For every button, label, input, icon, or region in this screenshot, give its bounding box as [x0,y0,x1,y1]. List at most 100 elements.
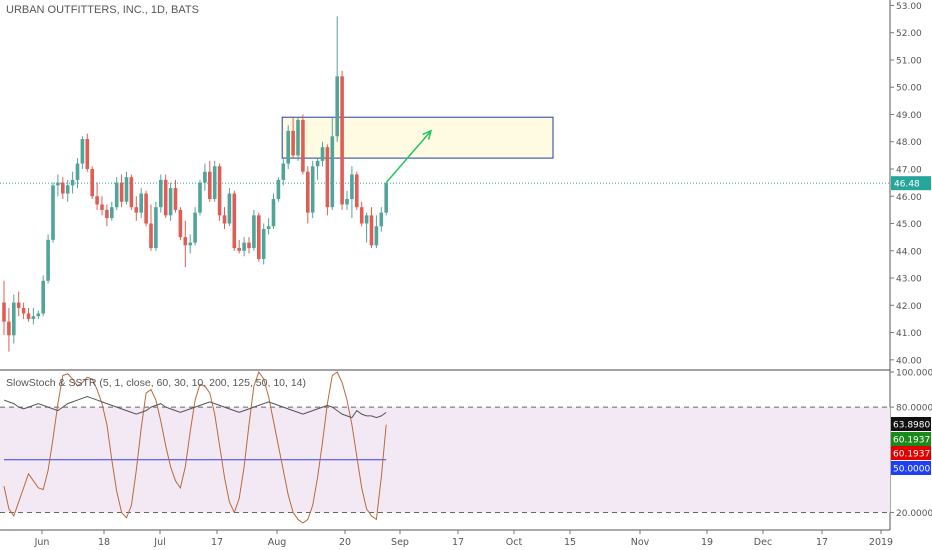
stoch-value-badge [891,446,931,460]
time-tick-label: Nov [631,537,650,548]
candle-body [320,147,325,161]
candle-body [188,242,192,246]
stoch-slow-line [3,396,387,419]
candle-body [110,207,114,219]
candle-body [276,179,281,199]
time-tick-label: Sep [391,537,409,548]
time-tick-label: 17 [452,537,464,548]
candle-body [310,166,315,213]
candle-body [369,215,374,246]
last-price-label: 46.48 [894,180,920,190]
candle-body [95,196,99,205]
candle-body [232,193,237,249]
time-tick-label: Oct [506,537,523,548]
stoch-tick-label: 100.0000 [896,369,932,379]
price-tick-label: 53.00 [896,2,922,12]
candle-body [306,171,310,213]
candle-body [291,130,295,156]
candle-body [12,302,16,336]
stoch-tick-label: 80.0000 [896,404,932,414]
candle-body [168,188,173,216]
candle-body [242,242,246,251]
candle-body [325,147,330,208]
candle-body [85,139,90,170]
stoch-value-label: 50.0000 [893,465,930,475]
candle-body [193,212,197,243]
candle-body [286,130,290,164]
candle-body [51,185,55,240]
price-tick-label: 40.00 [896,356,922,366]
candle-body [149,223,153,249]
time-tick-label: 17 [816,537,828,548]
stoch-value-label: 63.8980 [893,421,930,431]
time-tick-label: Jun [34,537,50,548]
candle-body [374,226,379,246]
price-tick-label: 45.00 [896,220,922,230]
indicator-title: SlowStoch & SSTR (5, 1, close, 60, 30, 1… [6,377,307,389]
candle-body [296,119,300,156]
candle-body [330,136,335,208]
candle-body [65,185,70,194]
candle-body [41,280,45,314]
candle-body [252,215,256,249]
time-tick-label: Jul [153,537,165,548]
candle-body [271,198,276,227]
candle-body [61,182,65,194]
candle-body [119,182,124,202]
candle-body [139,193,143,213]
candle-body [355,174,359,208]
candle-body [7,321,11,336]
stoch-value-badge [891,432,931,446]
stoch-value-badge [891,417,931,431]
candle-body [301,119,305,172]
candle-body [163,179,168,216]
candle-body [257,215,261,259]
candle-body [212,166,217,199]
price-tick-label: 43.00 [896,275,922,285]
candle-body [105,209,109,219]
candle-body [154,207,158,249]
time-tick-label: Dec [754,537,772,548]
candle-body [21,308,26,314]
stoch-value-badge [891,461,931,475]
candle-body [345,198,349,205]
time-tick-label: 15 [564,537,576,548]
price-tick-label: 47.00 [896,166,922,176]
candle-body [315,160,320,167]
candle-body [350,174,354,199]
candle-body [227,193,232,224]
price-tick-label: 42.00 [896,302,922,312]
price-tick-label: 48.00 [896,138,922,148]
candle-body [335,76,339,137]
candle-body [26,313,31,319]
stoch-value-label: 60.1937 [893,450,930,460]
price-tick-label: 46.00 [896,193,922,203]
candle-body [217,166,222,216]
candle-body [237,248,241,251]
candle-body [203,171,207,183]
price-tick-label: 41.00 [896,329,922,339]
candle-body [159,179,163,208]
candle-body [56,182,60,186]
candle-body [266,226,271,229]
price-tick-label: 50.00 [896,84,922,94]
candle-body [198,182,202,213]
candle-body [70,179,75,186]
price-tick-label: 49.00 [896,111,922,121]
candle-body [359,207,364,224]
candle-body [16,302,21,309]
stoch-fast-line [3,370,387,524]
annotation-arrow-head [422,129,433,140]
candle-body [75,163,80,180]
candle-body [208,171,212,199]
candle-body [31,316,36,319]
last-price-badge [891,176,931,191]
time-tick-label: Aug [268,537,287,548]
candle-body [379,212,384,227]
candle-body [178,209,183,238]
annotation-arrow [385,130,432,184]
candle-body [100,204,104,210]
candle-body [261,228,266,259]
time-tick-label: 19 [701,537,713,548]
